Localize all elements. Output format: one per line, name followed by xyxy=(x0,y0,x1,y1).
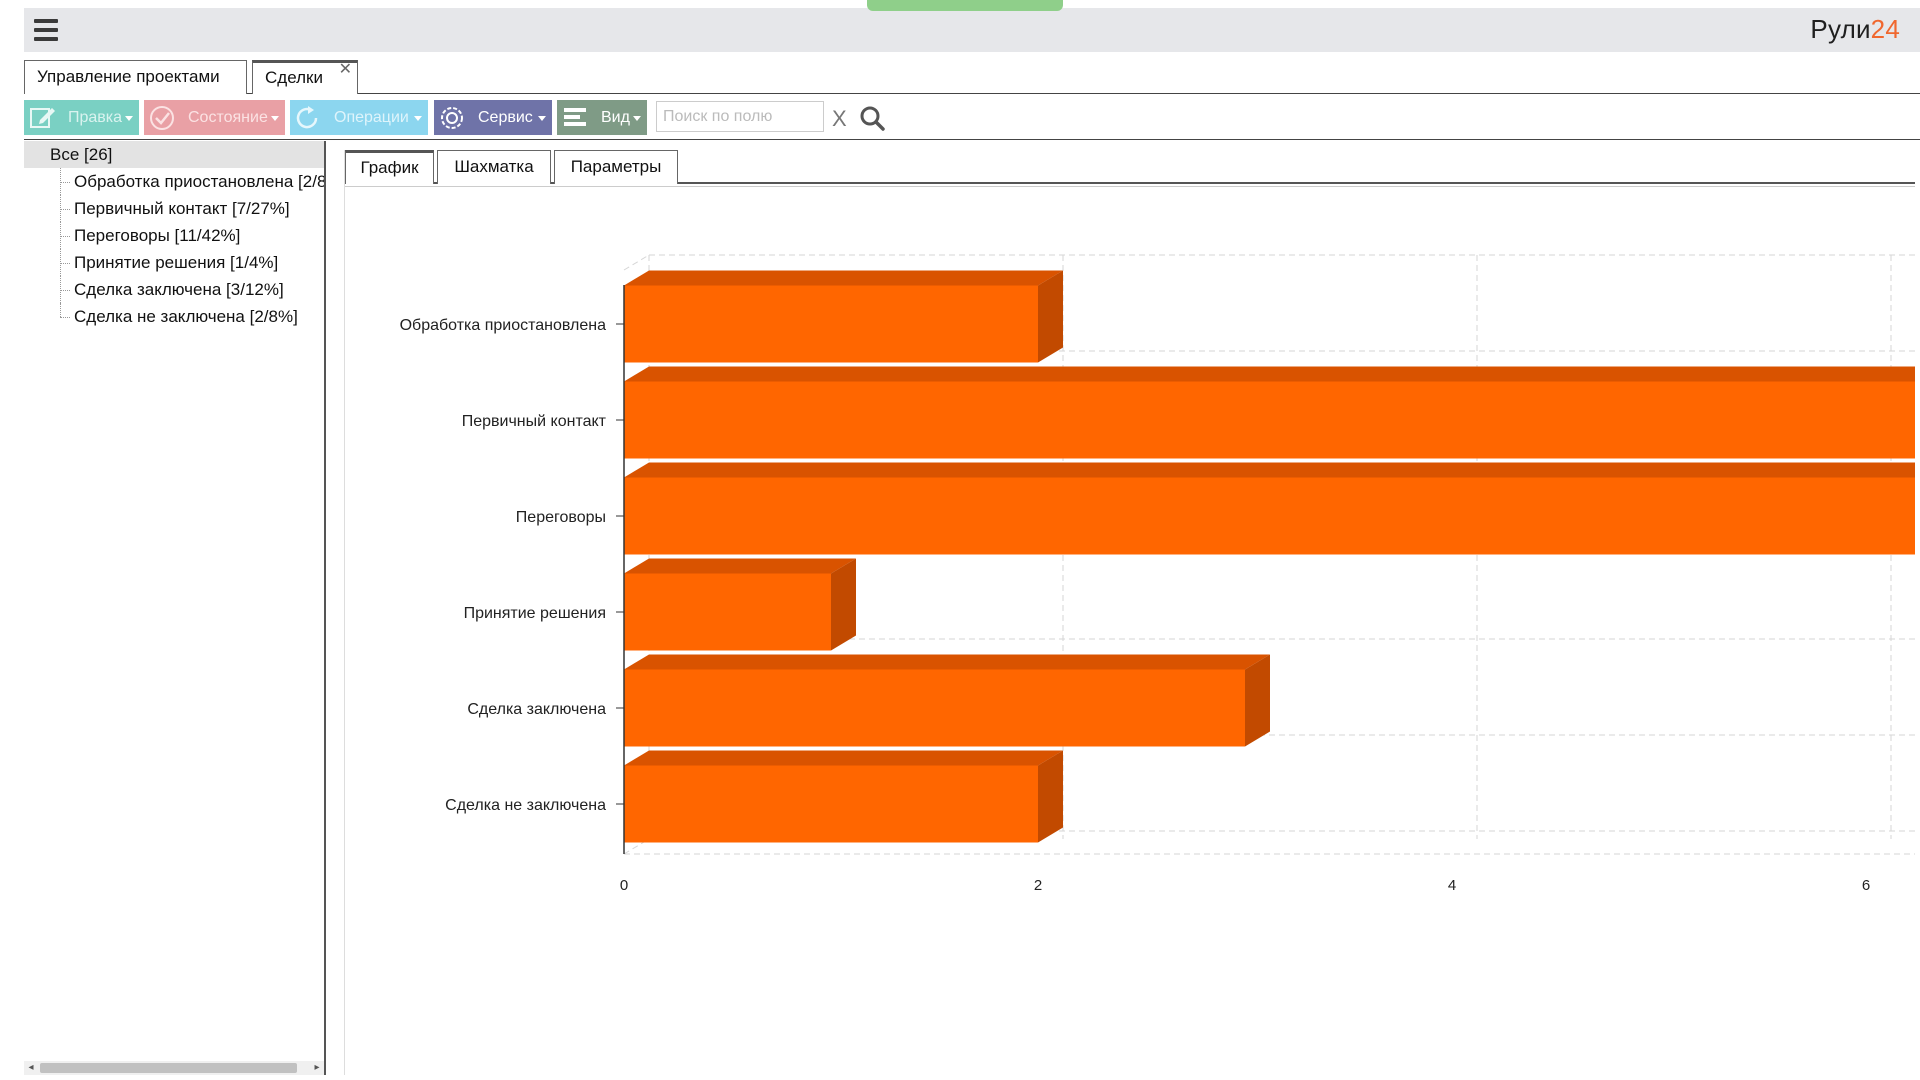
close-tab-icon[interactable]: ✕ xyxy=(338,61,352,78)
search-input[interactable] xyxy=(656,101,824,132)
bar xyxy=(624,477,1915,555)
bar-chart: Обработка приостановлена Первичный контак… xyxy=(400,254,1915,894)
brand-logo: Рули24 xyxy=(1810,14,1900,45)
edit-icon xyxy=(30,108,55,128)
bar xyxy=(624,669,1245,747)
edit-label: Правка xyxy=(68,109,123,126)
menu-icon[interactable] xyxy=(34,19,58,41)
bar xyxy=(624,285,1038,363)
view-button[interactable]: Вид xyxy=(557,100,647,135)
chevron-down-icon xyxy=(271,116,279,121)
edit-button[interactable]: Правка xyxy=(24,100,139,135)
tab-project-management[interactable]: Управление проектами xyxy=(24,60,247,94)
bar-top xyxy=(624,462,1915,478)
refresh-icon xyxy=(296,106,318,129)
chevron-down-icon xyxy=(538,116,546,121)
document-tabs: Управление проектами Сделки ✕ xyxy=(24,60,1920,94)
category-label: Переговоры xyxy=(516,509,606,526)
tree-item[interactable]: Переговоры [11/42%] xyxy=(60,222,324,249)
tab-chessboard[interactable]: Шахматка xyxy=(437,150,551,184)
scrollbar-thumb[interactable] xyxy=(40,1063,297,1073)
tree-root-all[interactable]: Все [26] xyxy=(24,141,324,168)
toolbar: Правка Состояние Операции Сервис Вид xyxy=(24,100,1920,140)
bar-side xyxy=(1245,654,1270,747)
x-tick-label: 4 xyxy=(1448,877,1456,894)
service-label: Сервис xyxy=(478,109,533,126)
gear-icon xyxy=(441,107,463,129)
category-label: Сделка заключена xyxy=(467,701,606,718)
category-label: Сделка не заключена xyxy=(445,797,606,814)
state-label: Состояние xyxy=(188,109,268,126)
x-tick-label: 6 xyxy=(1862,877,1870,894)
bar xyxy=(624,381,1915,459)
category-tree: Все [26] Обработка приостановлена [2/8%]… xyxy=(24,141,326,1075)
tab-deals[interactable]: Сделки ✕ xyxy=(252,60,358,94)
brand-number: 24 xyxy=(1870,14,1900,44)
x-tick-label: 2 xyxy=(1034,877,1042,894)
tree-item[interactable]: Сделка не заключена [2/8%] xyxy=(60,303,324,330)
operations-button[interactable]: Операции xyxy=(290,100,428,135)
category-label: Принятие решения xyxy=(464,605,606,622)
x-tick-label: 0 xyxy=(620,877,628,894)
tab-chart[interactable]: График xyxy=(345,150,434,184)
tree-item[interactable]: Сделка заключена [3/12%] xyxy=(60,276,324,303)
operations-label: Операции xyxy=(334,109,409,126)
bar-side xyxy=(1038,750,1063,843)
chart-area: Обработка приостановлена Первичный контак… xyxy=(345,190,1915,1070)
check-circle-icon xyxy=(150,106,174,130)
bar-side xyxy=(831,558,856,651)
content-panel: График Шахматка Параметры Обработка прио… xyxy=(344,150,1916,1075)
top-indicator xyxy=(867,0,1063,11)
search-icon[interactable] xyxy=(858,104,886,132)
top-header: Рули24 xyxy=(24,0,1920,52)
view-label: Вид xyxy=(601,109,630,126)
brand-name: Рули xyxy=(1810,14,1871,44)
bar-top xyxy=(624,654,1270,670)
bar-top xyxy=(624,750,1063,766)
scroll-right-arrow[interactable]: ▸ xyxy=(314,1062,320,1073)
horizontal-scrollbar[interactable]: ◂ ▸ xyxy=(24,1061,324,1075)
grid-line xyxy=(623,254,650,271)
tree-item[interactable]: Обработка приостановлена [2/8%] xyxy=(60,168,324,195)
tree-item[interactable]: Принятие решения [1/4%] xyxy=(60,249,324,276)
bar xyxy=(624,573,831,651)
tab-label: Сделки xyxy=(265,68,323,87)
chevron-down-icon xyxy=(633,116,641,121)
bar-top xyxy=(624,558,856,574)
tree-viewport: Все [26] Обработка приостановлена [2/8%]… xyxy=(24,141,324,1041)
tab-parameters[interactable]: Параметры xyxy=(554,150,678,184)
category-label: Обработка приостановлена xyxy=(400,317,607,334)
chevron-down-icon xyxy=(125,116,133,121)
chevron-down-icon xyxy=(414,116,422,121)
service-button[interactable]: Сервис xyxy=(434,100,552,135)
tab-separator xyxy=(345,186,1915,187)
view-tabs: График Шахматка Параметры xyxy=(345,150,1915,184)
tree-item[interactable]: Первичный контакт [7/27%] xyxy=(60,195,324,222)
bar-top xyxy=(624,270,1063,286)
bar-top xyxy=(624,366,1915,382)
list-view-icon xyxy=(564,108,586,126)
bar-side xyxy=(1038,270,1063,363)
state-button[interactable]: Состояние xyxy=(144,100,285,135)
tree-items: Обработка приостановлена [2/8%] Первичны… xyxy=(60,168,324,330)
category-label: Первичный контакт xyxy=(462,413,607,430)
scroll-left-arrow[interactable]: ◂ xyxy=(28,1062,34,1073)
clear-search-button[interactable]: X xyxy=(832,106,847,131)
bar xyxy=(624,765,1038,843)
tab-label: Управление проектами xyxy=(37,67,220,86)
